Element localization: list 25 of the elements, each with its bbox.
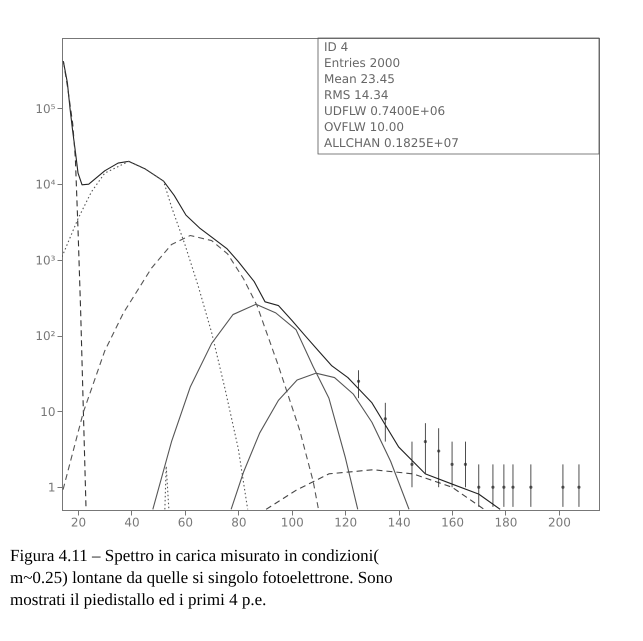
x-tick-label: 20 (70, 516, 86, 530)
annotation: OVFLW 10.00 (324, 120, 404, 134)
x-tick-label: 140 (388, 516, 411, 530)
annotation: ALLCHAN 0.1825E+07 (324, 136, 459, 150)
annotation: Entries 2000 (324, 56, 400, 70)
line-series (266, 469, 485, 510)
annotation: Mean 23.45 (324, 72, 395, 86)
y-tick-label: 10² (35, 329, 56, 344)
y-tick-label: 10⁵ (35, 102, 56, 116)
annotation: ID 4 (324, 40, 348, 54)
y-tick-label: 1 (48, 480, 56, 495)
y-tick-label: 10 (40, 404, 56, 419)
x-tick-label: 60 (178, 516, 194, 530)
text: Figura 4.11 – Spettro in carica misurato in condizioni( m~0.25) lontane da quelle si singolo fotoelettrone. Sono mostrati il piedistallo ed i primi 4 p.e. (10, 546, 393, 609)
x-tick-label: 180 (494, 516, 518, 530)
x-tick-label: 160 (441, 516, 464, 530)
annotation: UDFLW 0.7400E+06 (324, 104, 446, 118)
x-tick-label: 40 (124, 516, 140, 530)
x-tick-label: 80 (231, 516, 246, 530)
y-tick-label: 10⁴ (35, 178, 56, 192)
x-tick-label: 120 (334, 516, 358, 530)
annotation: RMS 14.34 (324, 88, 388, 102)
x-tick-label: 100 (280, 516, 304, 530)
x-tick-label: 200 (548, 516, 571, 530)
y-tick-label: 10³ (35, 253, 56, 268)
